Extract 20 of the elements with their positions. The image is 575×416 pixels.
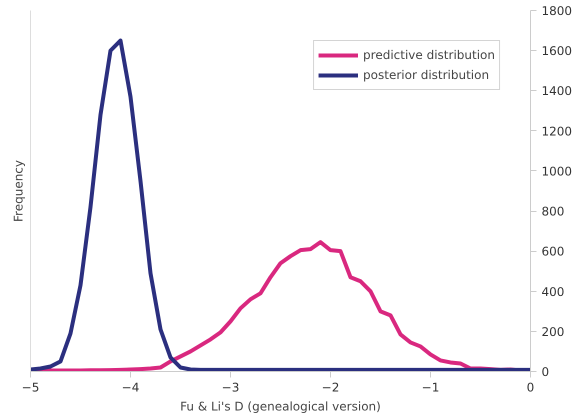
x-tick-label: 0 xyxy=(526,380,534,394)
x-tick-label: −3 xyxy=(222,380,240,394)
y-tick-label: 600 xyxy=(542,244,564,259)
y-tick-label: 0 xyxy=(542,365,550,379)
x-tick-label: −4 xyxy=(122,380,140,394)
y-tick-label: 1600 xyxy=(542,44,572,58)
x-tick-label: −2 xyxy=(322,380,340,394)
x-axis-title: Fu & Li's D (genealogical version) xyxy=(180,400,381,414)
y-tick-label: 1000 xyxy=(542,164,572,178)
y-tick-label: 1800 xyxy=(542,4,572,18)
legend-label: posterior distribution xyxy=(363,68,490,82)
y-tick-label: 200 xyxy=(542,324,564,339)
y-tick-label: 1200 xyxy=(542,124,572,138)
x-tick-label: −1 xyxy=(422,380,440,394)
y-tick-label: 800 xyxy=(542,204,564,219)
x-tick-label: −5 xyxy=(22,380,40,394)
legend-label: predictive distribution xyxy=(363,48,495,62)
y-tick-label: 1400 xyxy=(542,84,572,98)
y-axis-title: Frequency xyxy=(12,160,26,222)
y-tick-label: 400 xyxy=(542,284,564,299)
